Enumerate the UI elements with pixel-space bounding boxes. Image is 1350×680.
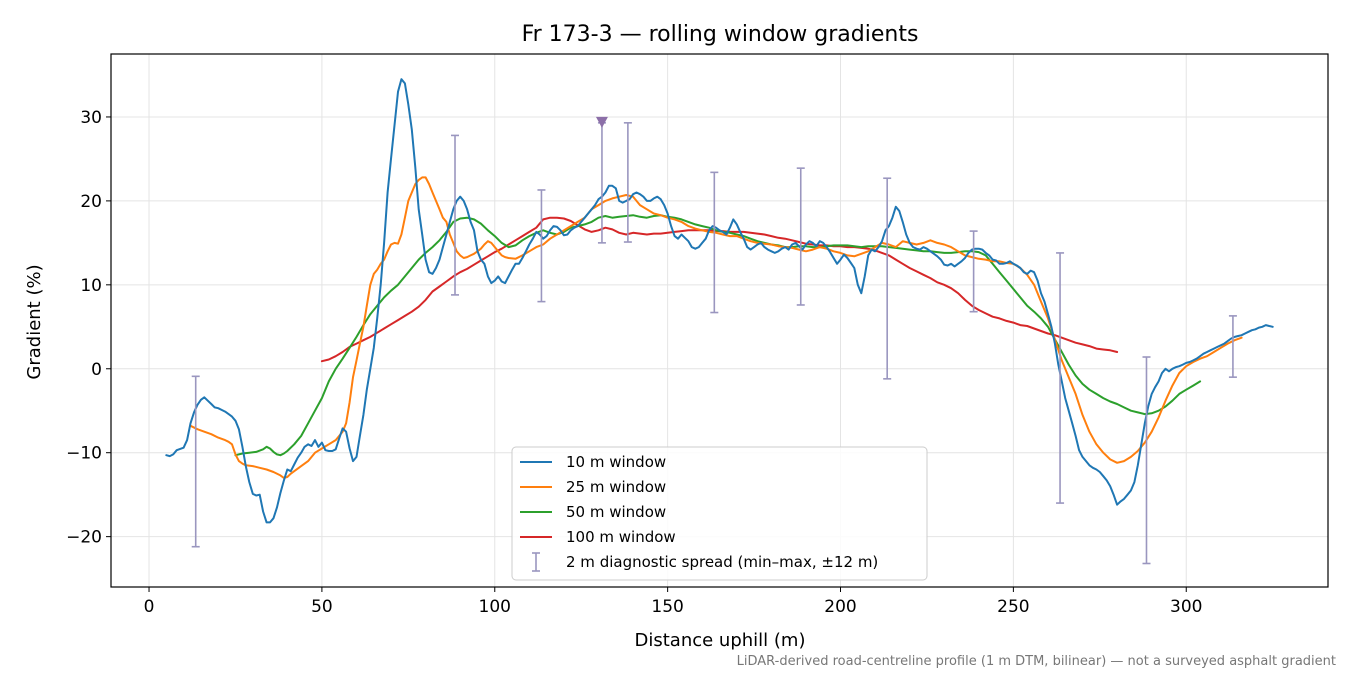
y-axis-label: Gradient (%) [24,264,45,379]
legend-label: 25 m window [566,478,666,496]
footnote-text: LiDAR-derived road-centreline profile (1… [737,654,1336,669]
y-tick-label: 30 [80,108,102,128]
x-tick-label: 300 [1170,597,1202,617]
legend-label: 10 m window [566,453,666,471]
x-tick-label: 150 [651,597,683,617]
spread-bar [451,134,460,296]
y-tick-label: −10 [66,444,102,464]
spread-layer [191,116,1237,565]
spread-bar [537,189,546,303]
spread-bar [796,167,805,306]
spread-bar [969,230,978,313]
x-tick-label: 250 [997,597,1029,617]
x-tick-label: 100 [479,597,511,617]
x-tick-label: 50 [311,597,333,617]
spread-bar [623,122,632,243]
legend-items: 10 m window 25 m window 50 m window 100 m w… [520,453,878,572]
series-line-50-m-window [234,214,1202,457]
legend: 10 m window 25 m window 50 m window 100 m w… [511,446,928,581]
plot-frame [110,53,1329,588]
series-line-25-m-window [189,176,1243,479]
legend-item: 10 m window [520,453,666,471]
x-tick-label: 200 [824,597,856,617]
chart-title: Fr 173-3 — rolling window gradients [522,22,919,47]
x-axis-label: Distance uphill (m) [635,630,806,651]
spread-bar [191,375,200,548]
x-tick-label: 0 [144,597,155,617]
clipped-marker [595,116,608,128]
legend-label: 50 m window [566,503,666,521]
spread-bar [1228,315,1237,378]
legend-item: 2 m diagnostic spread (min–max, ±12 m) [532,552,878,572]
spread-bar [595,116,608,244]
legend-item: 25 m window [520,478,666,496]
legend-item: 100 m window [520,528,676,546]
spread-bar [1056,252,1065,504]
y-tick-label: −20 [66,528,102,548]
spread-bar [710,171,719,314]
spread-bar [883,177,892,380]
legend-box [511,446,928,581]
legend-label: 100 m window [566,528,676,546]
y-tick-label: 20 [80,192,102,212]
axis-layer: 0 50 100 150 200 250 300 −20 −10 0 10 20 30 [66,108,1202,617]
legend-label: 2 m diagnostic spread (min–max, ±12 m) [566,553,878,571]
series-line-10-m-window [165,78,1274,524]
legend-item: 50 m window [520,503,666,521]
y-tick-label: 0 [91,360,102,380]
y-tick-label: 10 [80,276,102,296]
spread-bar [1142,356,1151,565]
